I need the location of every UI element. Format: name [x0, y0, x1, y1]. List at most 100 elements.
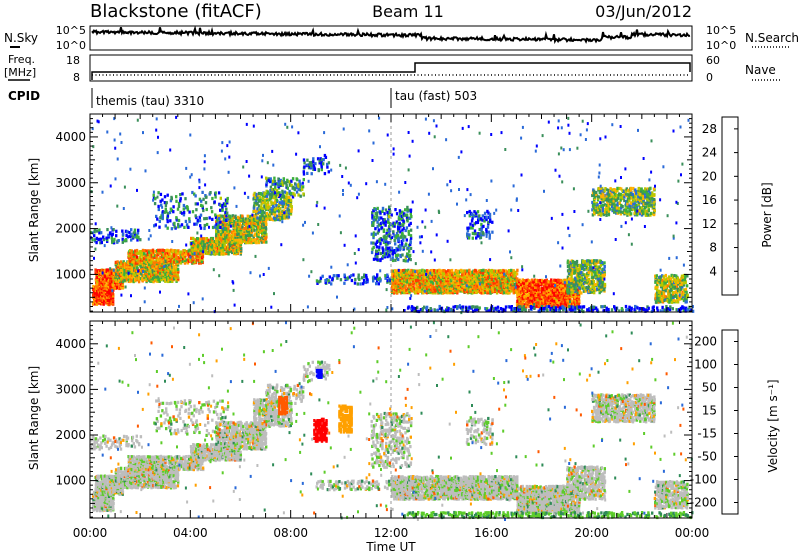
data-cell — [539, 292, 542, 296]
data-cell — [608, 207, 612, 211]
nsearch-tick-bottom: 10^0 — [706, 39, 736, 52]
data-cell — [120, 264, 123, 268]
data-cell — [399, 246, 402, 251]
data-cell — [431, 288, 435, 292]
data-cell — [462, 271, 465, 275]
data-cell — [218, 248, 221, 252]
data-cell — [227, 214, 231, 218]
data-cell — [561, 291, 565, 295]
data-cell — [501, 270, 505, 274]
data-cell — [265, 189, 268, 193]
data-cell — [602, 199, 605, 203]
data-cell — [196, 245, 200, 249]
data-cell — [130, 238, 133, 242]
data-cell — [387, 215, 391, 219]
data-cell — [610, 197, 614, 201]
data-cell — [175, 216, 178, 220]
data-cell — [592, 279, 596, 284]
data-cell — [548, 293, 551, 298]
data-cell — [254, 212, 258, 216]
data-cell — [155, 260, 158, 264]
data-cell — [155, 256, 158, 260]
data-cell — [413, 271, 416, 276]
data-cell — [410, 270, 413, 274]
data-cell — [574, 276, 577, 280]
data-cell — [287, 208, 290, 212]
data-cell — [167, 267, 170, 271]
data-cell — [141, 253, 144, 257]
data-cell — [403, 212, 406, 216]
data-cell — [247, 216, 250, 220]
data-cell — [626, 210, 629, 214]
data-cell — [388, 207, 391, 211]
data-cell — [377, 248, 381, 252]
data-cell — [468, 268, 471, 272]
data-cell — [400, 234, 403, 238]
data-cell — [95, 296, 98, 300]
data-cell — [397, 215, 401, 219]
data-cell — [126, 235, 130, 239]
data-cell — [157, 278, 160, 282]
data-cell — [440, 269, 443, 273]
data-cell — [136, 238, 139, 242]
data-cell — [573, 270, 577, 274]
data-cell — [448, 286, 452, 290]
data-cell — [391, 256, 394, 260]
data-cell — [148, 269, 151, 274]
data-cell — [281, 209, 284, 213]
data-cell — [525, 283, 529, 287]
data-cell — [220, 220, 224, 224]
data-cell — [96, 285, 100, 289]
data-cell — [598, 186, 602, 190]
data-cell — [173, 225, 176, 229]
data-cell — [565, 297, 568, 301]
data-cell — [541, 278, 544, 282]
data-cell — [395, 231, 399, 236]
data-cell — [382, 254, 385, 259]
data-cell — [401, 242, 404, 246]
data-cell — [396, 248, 400, 252]
data-cell — [405, 215, 409, 219]
data-cell — [379, 211, 382, 215]
data-cell — [226, 211, 229, 215]
data-cell — [603, 272, 606, 277]
data-cell — [116, 264, 120, 268]
data-cell — [339, 278, 343, 282]
data-cell — [578, 263, 582, 267]
data-cell — [231, 237, 234, 241]
data-cell — [123, 278, 126, 282]
data-cell — [232, 225, 236, 230]
data-cell — [408, 216, 412, 220]
data-cell — [370, 241, 373, 245]
data-cell — [441, 284, 445, 288]
data-cell — [384, 276, 387, 280]
data-cell — [267, 217, 270, 221]
data-cell — [350, 278, 354, 283]
data-cell — [556, 288, 559, 292]
data-cell — [586, 279, 589, 283]
data-cell — [143, 275, 146, 280]
data-cell — [291, 195, 295, 199]
data-cell — [395, 236, 398, 240]
data-cell — [195, 251, 198, 255]
data-cell — [181, 259, 184, 263]
data-cell — [131, 269, 134, 273]
data-cell — [569, 269, 572, 273]
data-cell — [578, 286, 581, 290]
data-cell — [603, 288, 606, 292]
data-cell — [520, 285, 523, 289]
data-cell — [195, 222, 198, 226]
data-cell — [284, 181, 288, 185]
data-cell — [510, 268, 513, 272]
data-cell — [269, 177, 272, 181]
data-cell — [275, 207, 278, 211]
data-cell — [539, 278, 542, 283]
data-cell — [255, 224, 258, 228]
data-cell — [365, 276, 368, 280]
data-cell — [569, 295, 572, 299]
data-cell — [179, 199, 182, 203]
data-cell — [595, 261, 599, 265]
data-cell — [596, 271, 599, 275]
data-cell — [459, 281, 462, 285]
data-cell — [272, 188, 276, 192]
